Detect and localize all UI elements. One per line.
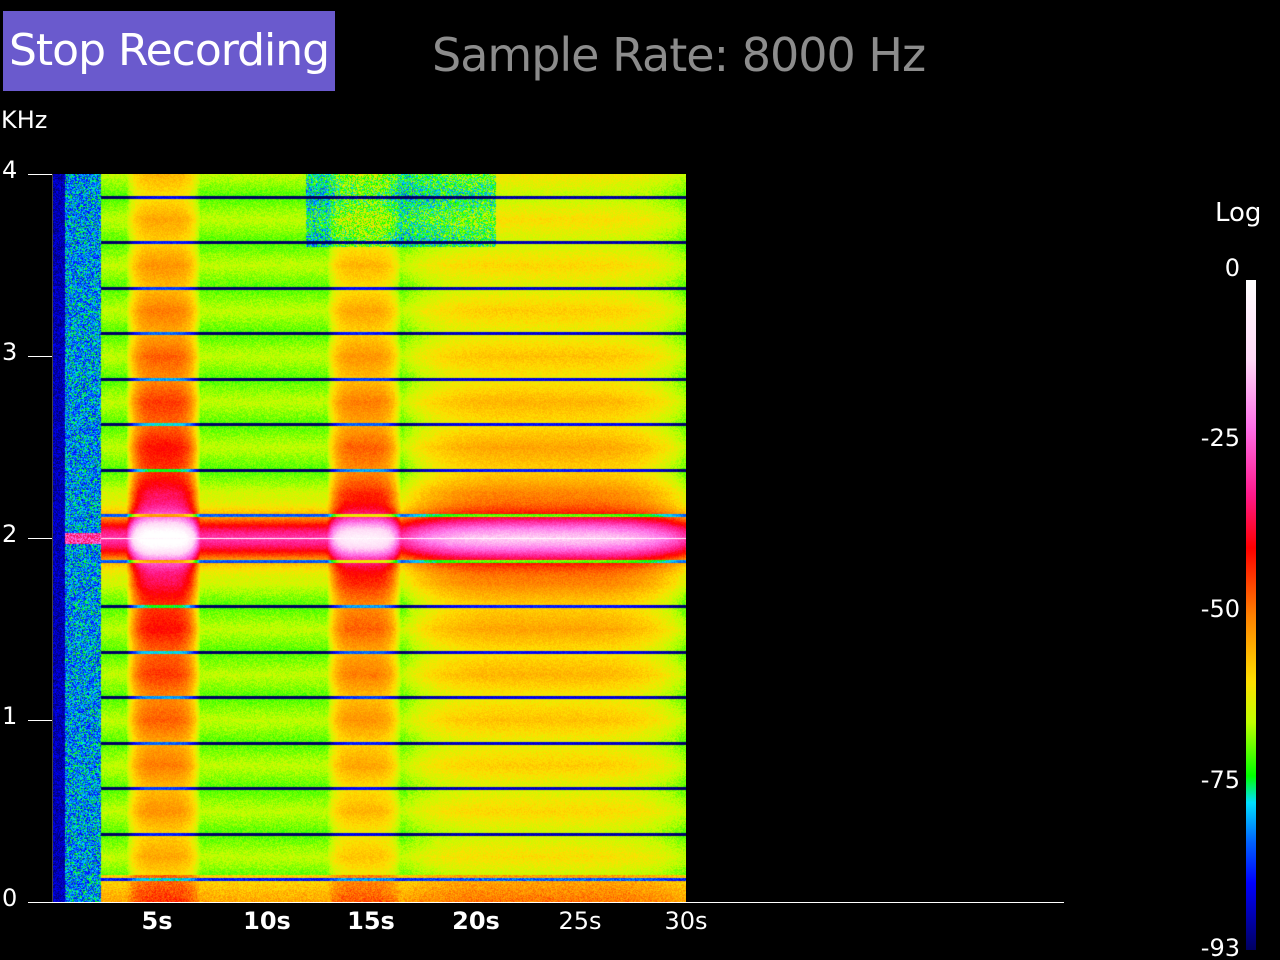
colorbar-tick-minus25: -25 — [1200, 424, 1240, 452]
y-tick-mark-4 — [28, 174, 52, 175]
colorbar-tick-0: 0 — [1224, 254, 1240, 282]
y-tick-mark-1 — [28, 720, 52, 721]
stop-recording-button[interactable]: Stop Recording — [3, 11, 335, 91]
colorbar-title: Log — [1215, 198, 1262, 228]
x-tick-label-10s: 10s — [243, 907, 291, 935]
y-axis-unit-label: KHz — [1, 106, 48, 134]
colorbar-gradient — [1246, 280, 1256, 950]
y-axis-line — [52, 174, 53, 902]
y-tick-mark-2 — [28, 538, 52, 539]
y-tick-label-2: 2 — [2, 520, 18, 548]
y-tick-label-1: 1 — [2, 702, 18, 730]
x-axis-line — [52, 902, 1064, 903]
sample-rate-label: Sample Rate: 8000 Hz — [432, 28, 926, 82]
x-tick-label-20s: 20s — [452, 907, 500, 935]
y-tick-label-0: 0 — [2, 884, 18, 912]
x-tick-label-30s: 30s — [664, 907, 708, 935]
y-tick-label-3: 3 — [2, 338, 18, 366]
colorbar-tick-minus50: -50 — [1200, 595, 1240, 623]
x-tick-label-15s: 15s — [347, 907, 395, 935]
y-tick-mark-0 — [28, 902, 52, 903]
colorbar-tick-minus93: -93 — [1200, 934, 1240, 960]
x-tick-label-25s: 25s — [558, 907, 602, 935]
y-tick-label-4: 4 — [2, 156, 18, 184]
y-tick-mark-3 — [28, 356, 52, 357]
spectrogram-heatmap — [52, 174, 686, 902]
colorbar-tick-minus75: -75 — [1200, 766, 1240, 794]
x-tick-label-5s: 5s — [141, 907, 173, 935]
